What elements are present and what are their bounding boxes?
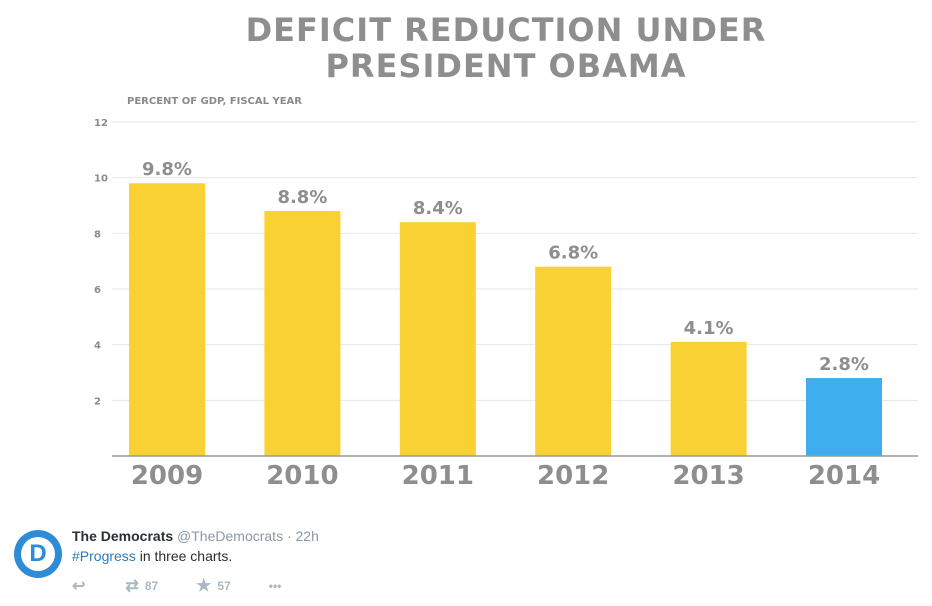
x-tick-label: 2014: [808, 461, 880, 491]
data-label: 2.8%: [819, 354, 869, 375]
hashtag-link[interactable]: #Progress: [72, 548, 136, 564]
avatar[interactable]: D: [14, 530, 62, 578]
bar-2013: [670, 341, 747, 456]
chart-title: DEFICIT REDUCTION UNDER PRESIDENT OBAMA: [245, 11, 767, 85]
bar-2014: [806, 378, 882, 456]
tweet-time[interactable]: · 22h: [286, 528, 319, 544]
bar-2010: [264, 211, 341, 456]
more-icon[interactable]: •••: [268, 579, 282, 593]
tweet-text: #Progress in three charts.: [72, 548, 233, 564]
retweet-count: 87: [144, 579, 159, 593]
y-tick-label: 10: [94, 174, 108, 185]
bar-2011: [399, 222, 476, 456]
y-tick-label: 8: [94, 229, 101, 240]
author-handle[interactable]: @TheDemocrats: [177, 528, 284, 544]
x-tick-label: 2009: [131, 461, 203, 491]
bar-chart: 2 4 6 8 10 12 9.8% 2009 8.8% 2010 8.4% 2011 6.8% 2012…: [94, 118, 918, 491]
bar-2009: [129, 183, 205, 456]
data-label: 9.8%: [142, 159, 192, 180]
bar-2012: [535, 266, 612, 456]
data-label: 8.4%: [413, 198, 463, 219]
reply-icon[interactable]: ↩: [72, 578, 86, 595]
data-label: 8.8%: [277, 187, 327, 208]
data-label: 4.1%: [684, 318, 734, 339]
y-axis-label: PERCENT OF GDP, FISCAL YEAR: [127, 96, 302, 107]
x-tick-label: 2010: [266, 461, 338, 491]
y-tick-label: 12: [94, 118, 108, 129]
star-icon[interactable]: ★: [196, 576, 212, 595]
retweet-icon[interactable]: ⇄: [125, 578, 139, 595]
favorite-count: 57: [217, 579, 231, 593]
y-tick-label: 6: [94, 285, 101, 296]
x-tick-label: 2013: [672, 461, 744, 491]
y-tick-label: 4: [94, 341, 101, 352]
y-tick-label: 2: [94, 396, 101, 407]
author-name[interactable]: The Democrats: [72, 528, 174, 544]
data-label: 6.8%: [548, 243, 598, 264]
x-tick-label: 2012: [537, 461, 609, 491]
x-tick-label: 2011: [402, 461, 474, 491]
